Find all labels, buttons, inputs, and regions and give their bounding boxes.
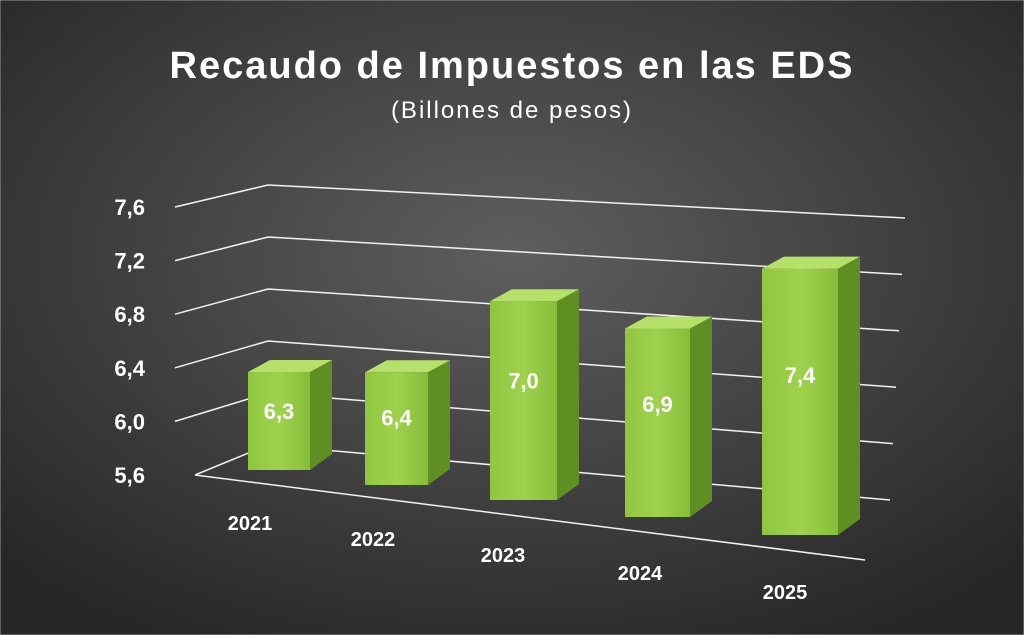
bar-front xyxy=(248,372,310,470)
bar-2023: 7,0 2023 xyxy=(481,289,579,567)
y-tick-label: 7,2 xyxy=(114,249,145,274)
bar-side xyxy=(838,256,860,535)
bar-top xyxy=(762,256,860,269)
bar-side xyxy=(428,360,450,485)
bar-front xyxy=(490,301,557,500)
y-tick-label: 7,6 xyxy=(114,195,145,220)
x-tick-label: 2024 xyxy=(618,563,663,585)
bar-side xyxy=(310,360,332,470)
bar-side xyxy=(690,316,712,517)
bar-top xyxy=(625,316,712,329)
x-tick-label: 2023 xyxy=(481,545,526,567)
floor-front-line xyxy=(194,474,866,561)
bar-2024: 6,9 2024 xyxy=(618,316,712,585)
y-tick-label: 6,0 xyxy=(114,409,145,434)
bar-2022: 6,4 2022 xyxy=(351,360,450,551)
bar-2021: 6,3 2021 xyxy=(228,360,332,535)
x-tick-label: 2025 xyxy=(763,582,808,604)
bar-top xyxy=(248,360,332,372)
bar-value-label: 6,4 xyxy=(381,405,412,430)
y-tick-label: 6,4 xyxy=(114,356,145,381)
y-tick-label: 5,6 xyxy=(114,463,145,488)
bar-value-label: 7,4 xyxy=(785,363,816,388)
bar-front xyxy=(762,268,838,535)
x-tick-label: 2021 xyxy=(228,513,273,535)
chart-subtitle: (Billones de pesos) xyxy=(391,97,633,124)
bar-front xyxy=(365,372,428,485)
bar-front xyxy=(625,328,690,517)
bar-2025: 7,4 2025 xyxy=(762,256,860,604)
bar-side xyxy=(557,289,579,500)
chart-title: Recaudo de Impuestos en las EDS xyxy=(170,45,855,87)
bar-top xyxy=(365,360,450,373)
bar-value-label: 6,3 xyxy=(264,399,295,424)
bar-value-label: 7,0 xyxy=(508,369,539,394)
bar-value-label: 6,9 xyxy=(642,392,673,417)
gridline xyxy=(174,236,903,276)
y-tick-label: 6,8 xyxy=(114,302,145,327)
bar-top xyxy=(490,289,579,302)
x-tick-label: 2022 xyxy=(351,529,396,551)
gridline xyxy=(174,184,906,219)
